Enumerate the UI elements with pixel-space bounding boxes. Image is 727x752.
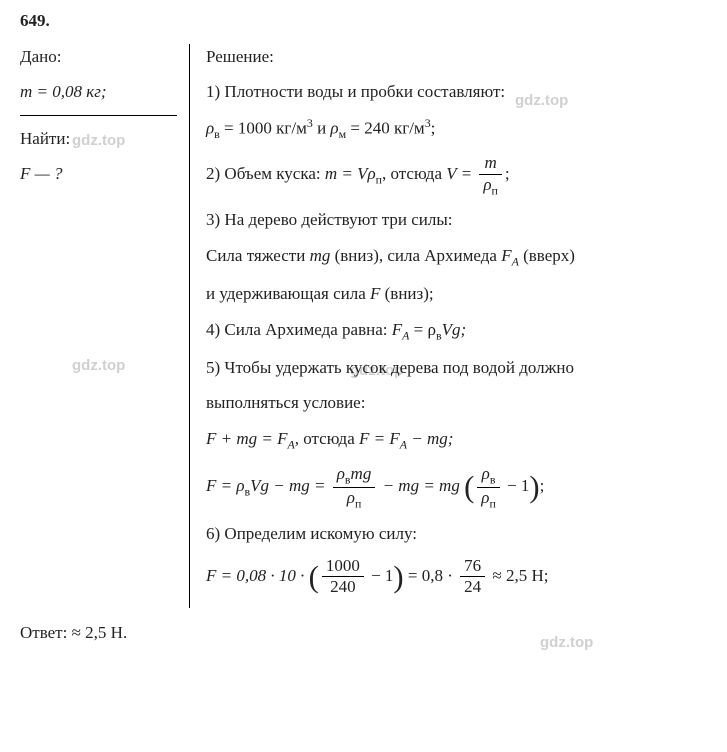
solution-column: Решение: 1) Плотности воды и пробки сост… bbox=[190, 44, 707, 608]
given-mass: m = 0,08 кг; bbox=[20, 79, 177, 105]
step-3-line2: Сила тяжести mg (вниз), сила Архимеда FA… bbox=[206, 243, 707, 271]
step-1: 1) Плотности воды и пробки составляют: bbox=[206, 79, 707, 105]
divider bbox=[20, 115, 177, 116]
step-4: 4) Сила Архимеда равна: FA = ρвVg; bbox=[206, 317, 707, 345]
step-5-formula1: F + mg = FA, отсюда F = FA − mg; bbox=[206, 426, 707, 454]
step-5: 5) Чтобы удержать кусок дерева под водой… bbox=[206, 355, 707, 381]
step-6: 6) Определим искомую силу: bbox=[206, 521, 707, 547]
step-2: 2) Объем куска: m = Vρп, отсюда V = mρп; bbox=[206, 153, 707, 197]
find-value: F — ? bbox=[20, 161, 177, 187]
given-column: Дано: m = 0,08 кг; Найти: F — ? bbox=[20, 44, 190, 608]
step-6-formula: F = 0,08 · 10 · (1000240 − 1) = 0,8 · 76… bbox=[206, 556, 707, 598]
step-5-line2: выполняться условие: bbox=[206, 390, 707, 416]
problem-container: Дано: m = 0,08 кг; Найти: F — ? Решение:… bbox=[20, 44, 707, 608]
step-5-formula2: F = ρвVg − mg = ρвmgρп − mg = mg (ρвρп −… bbox=[206, 464, 707, 510]
problem-number: 649. bbox=[20, 8, 707, 34]
solution-label: Решение: bbox=[206, 44, 707, 70]
answer: Ответ: ≈ 2,5 Н. bbox=[20, 620, 707, 646]
find-label: Найти: bbox=[20, 126, 177, 152]
step-3-line3: и удерживающая сила F (вниз); bbox=[206, 281, 707, 307]
step-1-formula: ρв = 1000 кг/м3 и ρм = 240 кг/м3; bbox=[206, 115, 707, 144]
step-3: 3) На дерево действуют три силы: bbox=[206, 207, 707, 233]
given-label: Дано: bbox=[20, 44, 177, 70]
